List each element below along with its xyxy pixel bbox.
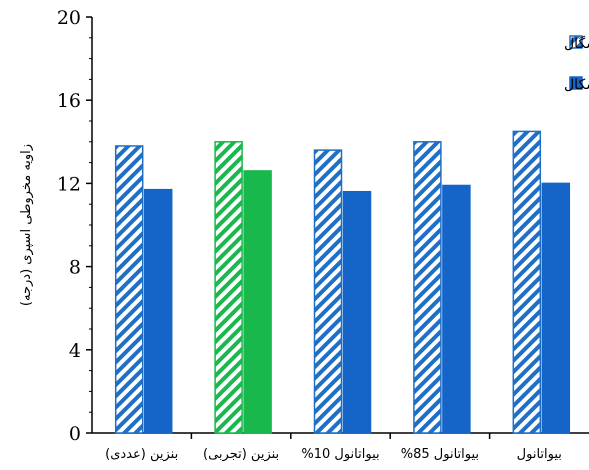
y-tick-label: 8: [69, 257, 81, 279]
bar-series2-cat1: [143, 188, 173, 434]
x-category-label: بیواتانول 85%: [401, 447, 479, 462]
y-axis-title: زاویه مخروطی اسپری (درجه): [19, 144, 34, 306]
x-category-label: بنزین (تجربی): [203, 447, 279, 462]
legend-label-series1: فشار پاشش 10 مگاپاسگال: [564, 35, 589, 52]
bar-series1-cat5: [512, 130, 542, 434]
bar-series1-cat4: [413, 141, 442, 434]
bar-series1-cat2: [214, 141, 243, 434]
bar-series2-cat2: [243, 170, 272, 434]
bar-series1-cat3: [313, 149, 343, 434]
bar-series2-cat5: [541, 182, 571, 434]
y-tick-label: 4: [69, 340, 81, 362]
legend-label-series2: فشار پاشش 15 مگاپسکال: [564, 76, 589, 93]
y-tick-label: 12: [57, 173, 81, 195]
bar-series2-cat3: [342, 190, 372, 434]
y-tick-label: 20: [57, 7, 81, 29]
x-category-label: بنزین (عددی): [105, 447, 178, 462]
y-tick-label: 0: [69, 423, 81, 445]
legend-swatch-series2: [569, 76, 583, 90]
y-tick-label: 16: [57, 90, 81, 112]
bar-series1-cat1: [114, 145, 144, 434]
bar-series2-cat4: [442, 184, 471, 434]
x-category-label: بیواتانول: [517, 447, 562, 462]
legend-swatch-series1: [569, 35, 583, 49]
x-category-label: بیواتانول 10%: [301, 447, 379, 462]
